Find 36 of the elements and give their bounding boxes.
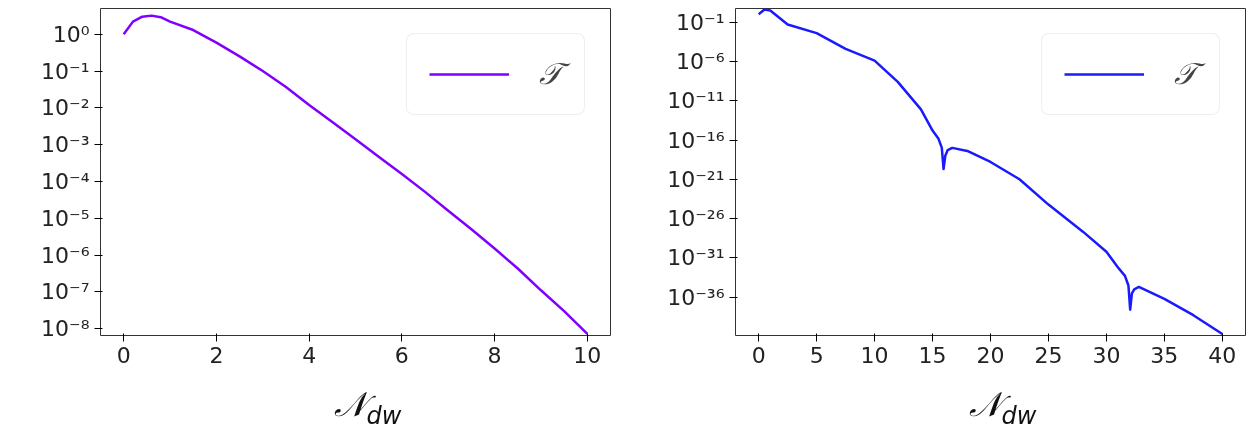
x-tick-label: 2 — [209, 342, 224, 368]
x-tick-label: 35 — [1150, 342, 1179, 368]
x-tick-label: 8 — [487, 342, 502, 368]
x-tick-label: 10 — [860, 342, 889, 368]
y-tick-label: 10⁻¹¹ — [667, 88, 725, 114]
y-tick-label: 10⁻³ — [41, 132, 90, 158]
x-tick-label: 10 — [573, 342, 602, 368]
x-tick-label: 6 — [394, 342, 409, 368]
y-tick-label: 10⁰ — [52, 21, 90, 47]
y-tick-label: 10⁻² — [41, 95, 90, 121]
x-tick-label: 25 — [1034, 342, 1063, 368]
y-tick-label: 10⁻²⁶ — [667, 206, 725, 232]
x-tick-label: 5 — [809, 342, 824, 368]
x-tick-label: 4 — [302, 342, 317, 368]
y-tick-label: 10⁻³⁶ — [667, 284, 725, 310]
line-series — [757, 8, 1224, 336]
y-tick-label: 10⁻¹ — [676, 9, 725, 35]
x-tick-label: 30 — [1092, 342, 1121, 368]
x-tick-label: 20 — [976, 342, 1005, 368]
x-tick-label: 15 — [918, 342, 947, 368]
y-tick-label: 10⁻⁸ — [41, 316, 90, 342]
x-tick-label: 40 — [1208, 342, 1237, 368]
y-tick-label: 10⁻¹ — [41, 58, 90, 84]
y-tick-label: 10⁻⁶ — [676, 48, 725, 74]
y-tick-label: 10⁻⁴ — [41, 168, 90, 194]
y-tick-label: 10⁻¹⁶ — [667, 127, 725, 153]
x-axis-title: 𝒩$_{dw}$ — [332, 383, 403, 432]
y-tick-label: 10⁻³¹ — [667, 245, 725, 271]
line-series — [122, 14, 589, 336]
y-tick-label: 10⁻²¹ — [667, 166, 725, 192]
y-tick-label: 10⁻⁶ — [41, 242, 90, 268]
x-axis-title: 𝒩$_{dw}$ — [967, 383, 1038, 432]
y-tick-label: 10⁻⁵ — [41, 205, 90, 231]
x-tick-label: 0 — [751, 342, 766, 368]
y-tick-label: 10⁻⁷ — [41, 279, 90, 305]
x-tick-label: 0 — [116, 342, 131, 368]
